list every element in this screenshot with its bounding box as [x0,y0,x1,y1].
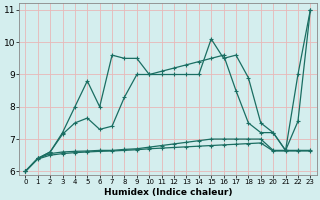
X-axis label: Humidex (Indice chaleur): Humidex (Indice chaleur) [104,188,232,197]
